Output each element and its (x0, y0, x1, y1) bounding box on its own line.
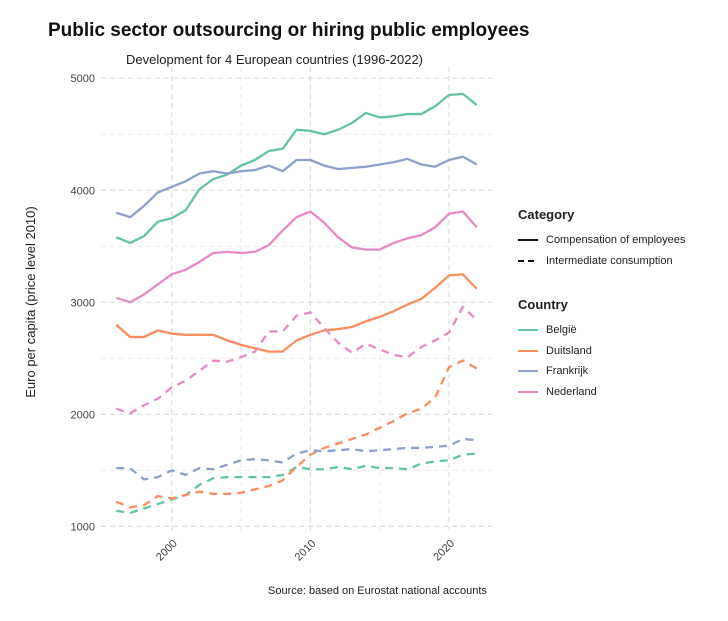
dashed-line-key (518, 259, 538, 262)
x-axis-tick-labels: 2000 2010 2020 (154, 538, 457, 564)
series-line-duitsland-compensation (115, 273, 478, 353)
series-line-duitsland-intermediate (115, 359, 478, 509)
legend-item-nederland: Nederland (518, 382, 597, 403)
legend-item-label: Duitsland (546, 344, 592, 357)
legend-item-label: Intermediate consumption (546, 254, 673, 267)
legend-item-duitsland: Duitsland (518, 341, 597, 362)
legend-country: Country België Duitsland Frankrijk Neder… (518, 297, 597, 402)
legend-category-title: Category (518, 207, 575, 222)
chart-source-caption: Source: based on Eurostat national accou… (268, 585, 487, 597)
x-tick-label: 2010 (293, 538, 319, 564)
chart-series-lines (115, 92, 478, 515)
legend-category: Category Compensation of employees Inter… (518, 207, 685, 271)
x-tick-label: 2000 (154, 538, 180, 564)
series-line-frankrijk-intermediate (116, 437, 477, 481)
color-key-nederland (518, 390, 538, 393)
y-axis-tick-labels: 1000 2000 3000 4000 5000 (71, 73, 95, 533)
series-line-nederland-intermediate (115, 305, 478, 415)
chart-subtitle: Development for 4 European countries (19… (126, 52, 424, 67)
legend-item-label: Compensation of employees (546, 234, 686, 247)
y-tick-label: 5000 (71, 73, 95, 85)
color-key-frankrijk (518, 370, 538, 373)
y-tick-label: 2000 (71, 409, 95, 421)
y-axis-label: Euro per capita (price level 2010) (23, 206, 38, 398)
legend-item-frankrijk: Frankrijk (518, 361, 597, 382)
color-key-duitsland (518, 349, 538, 352)
legend-item-intermediate: Intermediate consumption (518, 251, 685, 272)
y-tick-label: 1000 (71, 521, 95, 533)
legend-country-title: Country (518, 297, 568, 312)
series-line-nederland-compensation (115, 210, 478, 304)
legend-item-label: Frankrijk (546, 365, 589, 378)
series-line-frankrijk-compensation (115, 155, 478, 219)
series-line-belgi-intermediate (116, 452, 477, 515)
legend-item-belgie: België (518, 320, 597, 341)
legend-item-label: België (546, 324, 577, 337)
legend-item-label: Nederland (546, 385, 597, 398)
y-tick-label: 4000 (71, 185, 95, 197)
solid-line-key (518, 239, 538, 242)
legend-item-compensation: Compensation of employees (518, 230, 685, 251)
x-tick-label: 2020 (431, 538, 457, 564)
y-tick-label: 3000 (71, 297, 95, 309)
chart-title: Public sector outsourcing or hiring publ… (48, 20, 530, 41)
series-line-belgi-compensation (115, 92, 478, 245)
color-key-belgie (518, 329, 538, 332)
